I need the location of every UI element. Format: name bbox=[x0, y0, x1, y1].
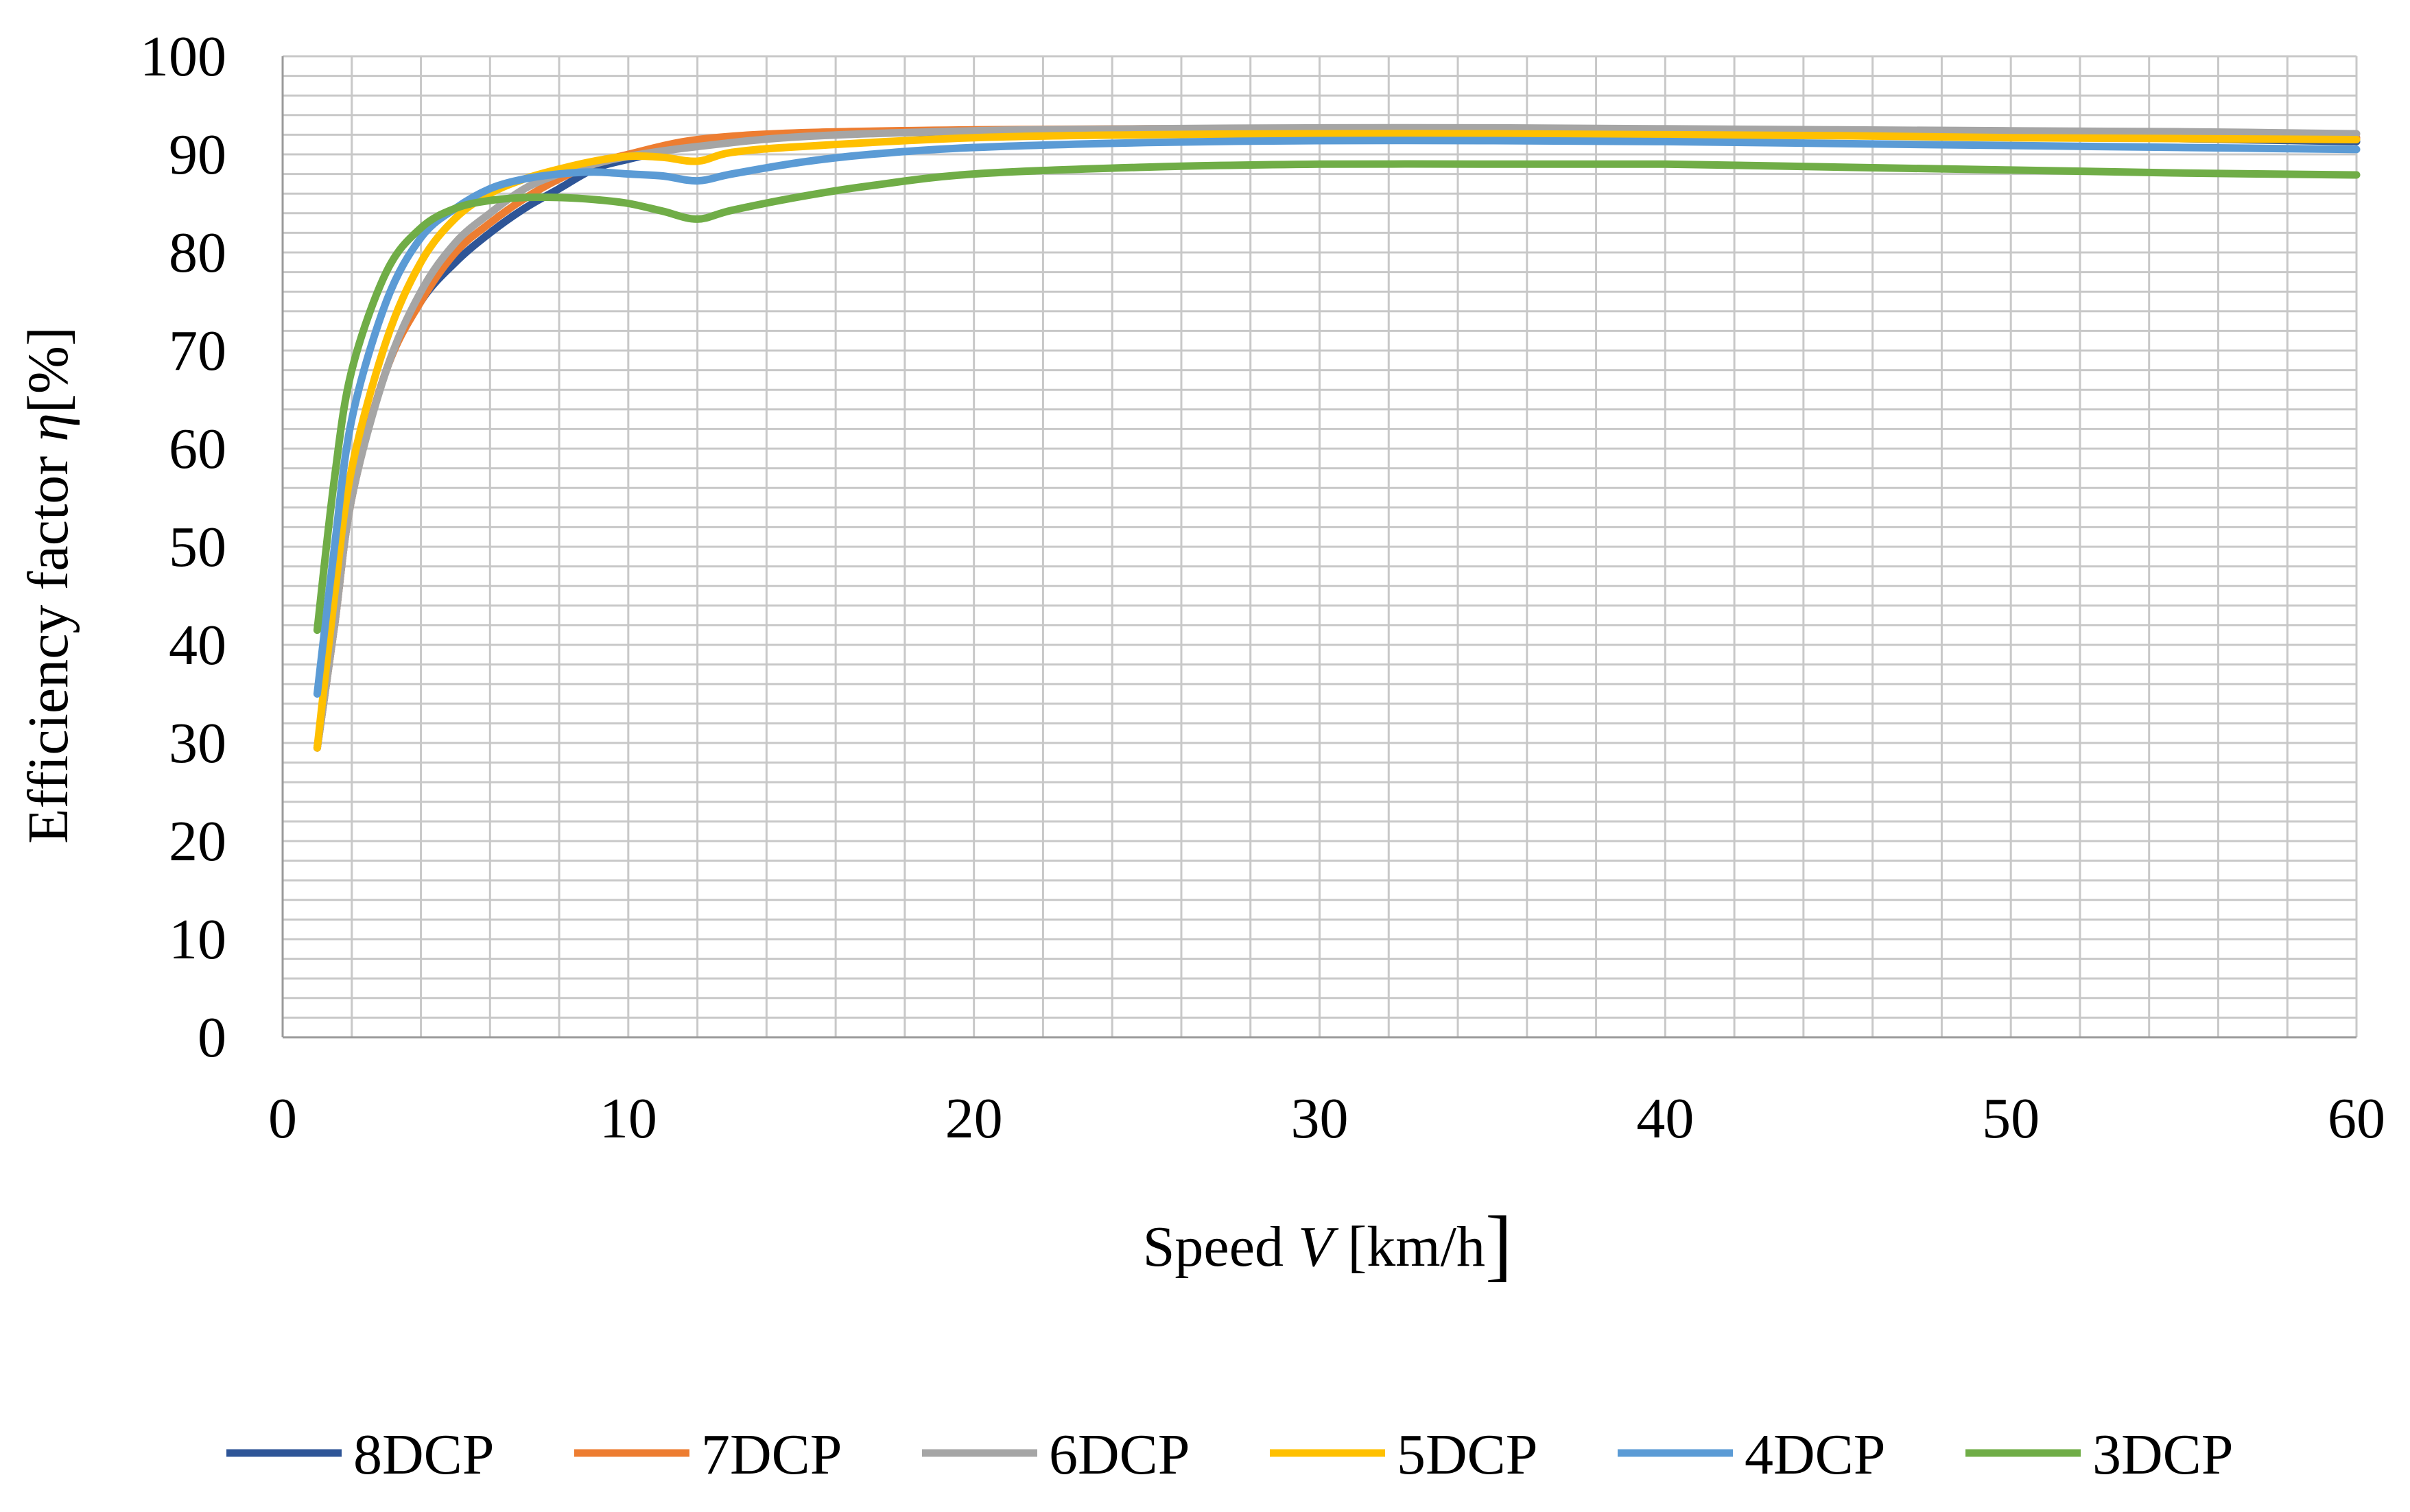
legend-item-5dcp: 5DCP bbox=[1270, 1423, 1537, 1487]
plot-grid bbox=[281, 55, 2358, 1039]
x-tick-label: 0 bbox=[268, 1087, 297, 1150]
legend-label: 3DCP bbox=[2092, 1423, 2233, 1487]
y-tick-label: 10 bbox=[169, 908, 226, 971]
legend-item-3dcp: 3DCP bbox=[1965, 1423, 2233, 1487]
legend-label: 7DCP bbox=[701, 1423, 842, 1487]
series-line-6dcp bbox=[313, 123, 2361, 752]
y-tick-label: 60 bbox=[169, 417, 226, 481]
legend-label: 4DCP bbox=[1745, 1423, 1885, 1487]
legend-label: 5DCP bbox=[1397, 1423, 1537, 1487]
y-tick-label: 0 bbox=[198, 1006, 226, 1070]
legend-item-8dcp: 8DCP bbox=[226, 1423, 494, 1487]
legend-item-7dcp: 7DCP bbox=[574, 1423, 842, 1487]
legend-label: 6DCP bbox=[1049, 1423, 1190, 1487]
y-tick-label: 20 bbox=[169, 810, 226, 873]
x-tick-label: 50 bbox=[1982, 1087, 2040, 1150]
legend: 8DCP 7DCP 6DCP 5DCP 4DCP 3DCP bbox=[226, 1423, 2233, 1487]
series-line-3dcp bbox=[313, 160, 2361, 635]
y-tick-label: 30 bbox=[169, 711, 226, 775]
y-tick-label: 50 bbox=[169, 515, 226, 579]
legend-label: 8DCP bbox=[353, 1423, 494, 1487]
series-group bbox=[313, 123, 2361, 752]
y-tick-label: 40 bbox=[169, 613, 226, 677]
y-axis-title: Efficiency factor η[%] bbox=[16, 327, 80, 844]
series-line-5dcp bbox=[313, 130, 2361, 752]
y-tick-label: 80 bbox=[169, 221, 226, 285]
x-tick-label: 20 bbox=[945, 1087, 1003, 1150]
x-tick-label: 60 bbox=[2328, 1087, 2385, 1150]
legend-item-4dcp: 4DCP bbox=[1618, 1423, 1885, 1487]
y-axis-ticks: 0 10 20 30 40 50 60 70 80 90 100 bbox=[140, 25, 226, 1070]
y-tick-label: 90 bbox=[169, 123, 226, 187]
series-line-4dcp bbox=[313, 137, 2361, 698]
y-tick-label: 70 bbox=[169, 319, 226, 383]
legend-item-6dcp: 6DCP bbox=[922, 1423, 1190, 1487]
x-tick-label: 10 bbox=[600, 1087, 657, 1150]
x-axis-title: Speed V [km/h] bbox=[1143, 1199, 1513, 1289]
x-axis-ticks: 0 10 20 30 40 50 60 bbox=[268, 1087, 2385, 1150]
x-tick-label: 30 bbox=[1291, 1087, 1349, 1150]
y-tick-label: 100 bbox=[140, 25, 226, 88]
x-tick-label: 40 bbox=[1636, 1087, 1694, 1150]
